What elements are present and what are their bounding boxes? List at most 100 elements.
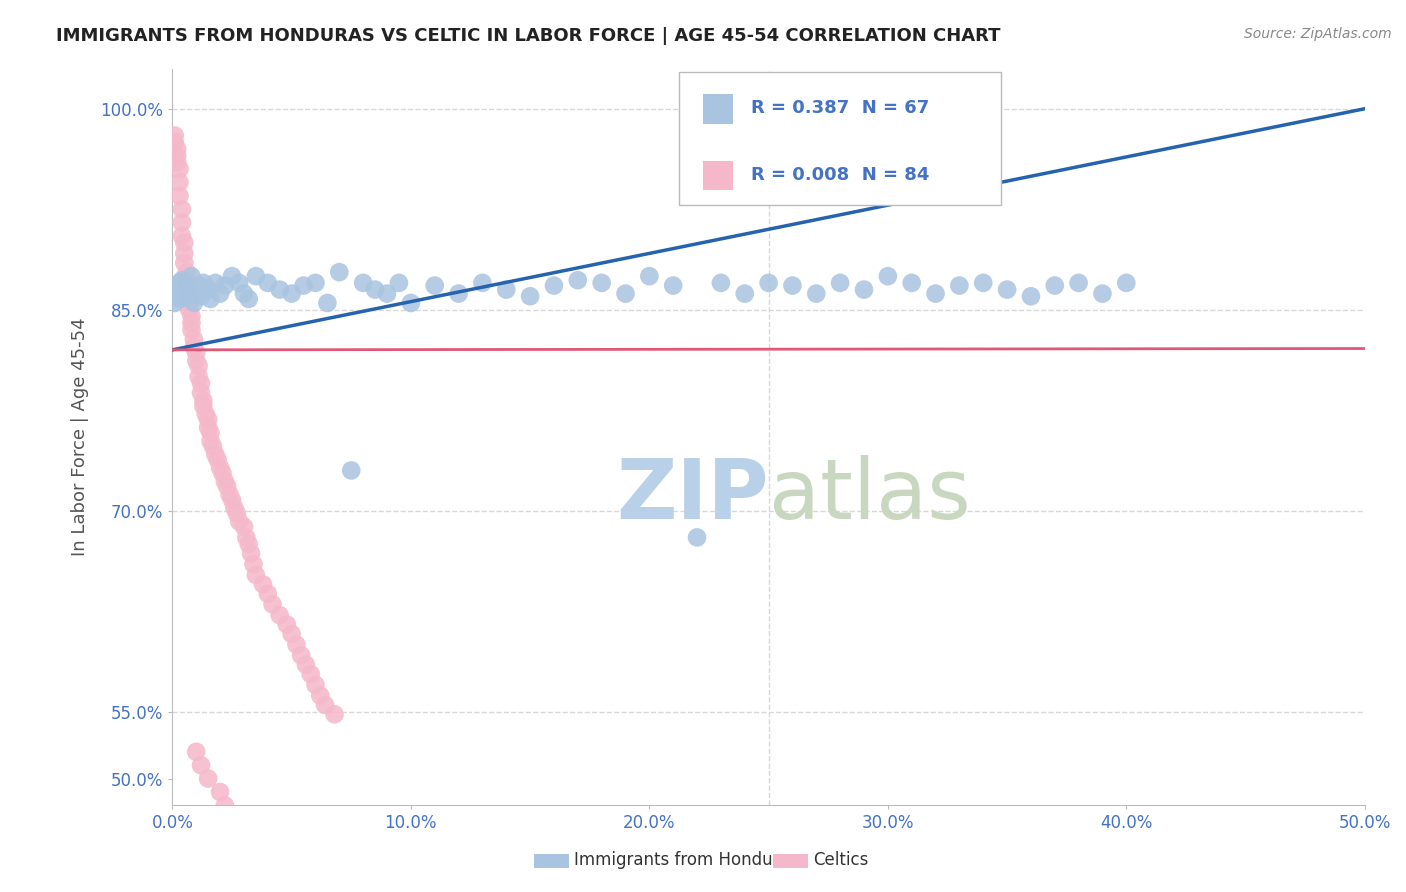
Point <box>471 276 494 290</box>
Point <box>232 286 254 301</box>
Point <box>252 879 274 892</box>
Point <box>247 865 270 880</box>
Point <box>177 302 200 317</box>
Point <box>176 289 198 303</box>
Point <box>228 514 250 528</box>
Point <box>218 487 240 501</box>
Point <box>280 286 302 301</box>
Point <box>853 283 876 297</box>
Text: atlas: atlas <box>769 456 970 536</box>
Text: ZIP: ZIP <box>616 456 769 536</box>
Text: IMMIGRANTS FROM HONDURAS VS CELTIC IN LABOR FORCE | AGE 45-54 CORRELATION CHART: IMMIGRANTS FROM HONDURAS VS CELTIC IN LA… <box>56 27 1001 45</box>
Point <box>214 474 236 488</box>
Point <box>187 369 209 384</box>
Point <box>614 286 637 301</box>
Point <box>245 568 267 582</box>
Point <box>309 689 332 703</box>
Point <box>183 340 205 354</box>
Point <box>190 289 212 303</box>
Point <box>245 269 267 284</box>
Point <box>352 276 374 290</box>
Point <box>280 627 302 641</box>
Point <box>295 657 318 672</box>
Point <box>758 276 780 290</box>
Point <box>209 785 232 799</box>
Point <box>304 276 326 290</box>
Point <box>176 283 198 297</box>
Point <box>232 519 254 533</box>
Point <box>209 286 232 301</box>
Point <box>200 434 222 448</box>
Point <box>252 577 274 591</box>
Point <box>567 273 589 287</box>
Point <box>163 135 186 149</box>
Point <box>166 148 188 162</box>
Point <box>173 256 195 270</box>
Point <box>173 283 195 297</box>
Point <box>194 407 217 421</box>
Point <box>186 286 208 301</box>
Point <box>211 466 233 480</box>
Point <box>238 292 260 306</box>
Point <box>238 537 260 551</box>
Point <box>228 825 250 839</box>
Point <box>269 283 291 297</box>
Point <box>495 283 517 297</box>
Point <box>214 278 236 293</box>
Point <box>176 265 198 279</box>
Point <box>447 286 470 301</box>
Point <box>686 530 709 544</box>
FancyBboxPatch shape <box>679 72 1001 205</box>
Point <box>364 283 387 297</box>
Point <box>1091 286 1114 301</box>
Point <box>924 286 946 301</box>
Text: Celtics: Celtics <box>813 851 868 869</box>
Point <box>948 278 970 293</box>
Point <box>228 276 250 290</box>
Point <box>193 399 215 413</box>
Point <box>166 142 188 156</box>
Point <box>221 269 243 284</box>
Point <box>193 393 215 408</box>
Point <box>328 265 350 279</box>
Point <box>340 463 363 477</box>
Point <box>166 155 188 169</box>
Point <box>207 452 229 467</box>
Point <box>169 189 191 203</box>
Point <box>217 479 239 493</box>
Point <box>197 412 219 426</box>
Point <box>187 359 209 373</box>
Point <box>388 276 411 290</box>
Point <box>316 296 339 310</box>
Point <box>169 175 191 189</box>
Point <box>1043 278 1066 293</box>
Point <box>972 276 994 290</box>
Point <box>232 838 254 853</box>
Point <box>1115 276 1137 290</box>
Point <box>423 278 446 293</box>
Point <box>543 278 565 293</box>
Point <box>1067 276 1090 290</box>
Point <box>169 292 191 306</box>
Point <box>399 296 422 310</box>
Point <box>292 278 315 293</box>
Point <box>170 229 193 244</box>
Point <box>806 286 828 301</box>
Point <box>169 161 191 176</box>
Point <box>197 772 219 786</box>
Point <box>177 289 200 303</box>
Point <box>200 292 222 306</box>
Point <box>782 278 804 293</box>
Point <box>180 316 202 330</box>
Point <box>662 278 685 293</box>
Point <box>276 617 298 632</box>
Text: R = 0.387  N = 67: R = 0.387 N = 67 <box>751 99 929 117</box>
Point <box>240 852 263 866</box>
Point <box>180 323 202 337</box>
Point <box>1019 289 1042 303</box>
Point <box>190 385 212 400</box>
Point <box>204 447 226 461</box>
Point <box>221 812 243 826</box>
Point <box>183 332 205 346</box>
Point <box>256 276 278 290</box>
